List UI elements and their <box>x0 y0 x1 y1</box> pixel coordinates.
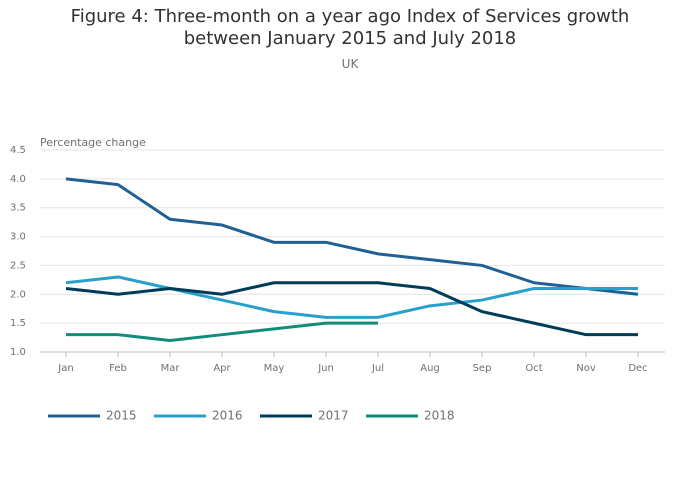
legend-label: 2017 <box>318 409 349 423</box>
x-tick-label: Mar <box>161 363 181 374</box>
series-line <box>65 177 639 296</box>
x-tick-label: Oct <box>525 363 542 374</box>
series-line <box>66 321 378 342</box>
y-tick-label: 1.5 <box>10 318 26 329</box>
series-line <box>65 281 638 337</box>
y-tick-label: 4.0 <box>10 174 26 185</box>
y-tick-label: 1.0 <box>10 347 26 358</box>
x-tick-label: Dec <box>628 363 647 374</box>
x-tick-label: Jan <box>57 363 73 374</box>
y-tick-label: 2.0 <box>10 289 26 300</box>
legend-label: 2016 <box>212 409 243 423</box>
y-tick-label: 3.0 <box>10 232 26 243</box>
y-tick-label: 2.5 <box>10 260 26 271</box>
y-axis-label: Percentage change <box>40 136 146 149</box>
chart-subtitle: UK <box>341 57 359 71</box>
x-tick-label: Feb <box>109 363 127 374</box>
x-tick-label: May <box>264 363 285 374</box>
legend-label: 2018 <box>424 409 455 423</box>
x-tick-label: Jul <box>371 363 384 374</box>
y-tick-label: 4.5 <box>10 145 26 156</box>
x-tick-label: Sep <box>473 363 492 374</box>
series-line <box>65 275 638 319</box>
x-tick-label: Apr <box>213 363 231 374</box>
legend-label: 2015 <box>106 409 137 423</box>
y-tick-label: 3.5 <box>10 203 26 214</box>
x-tick-label: Jun <box>317 363 334 374</box>
x-tick-label: Aug <box>420 363 440 374</box>
x-tick-label: Nov <box>576 363 596 374</box>
chart-title: Figure 4: Three-month on a year ago Inde… <box>70 6 630 49</box>
